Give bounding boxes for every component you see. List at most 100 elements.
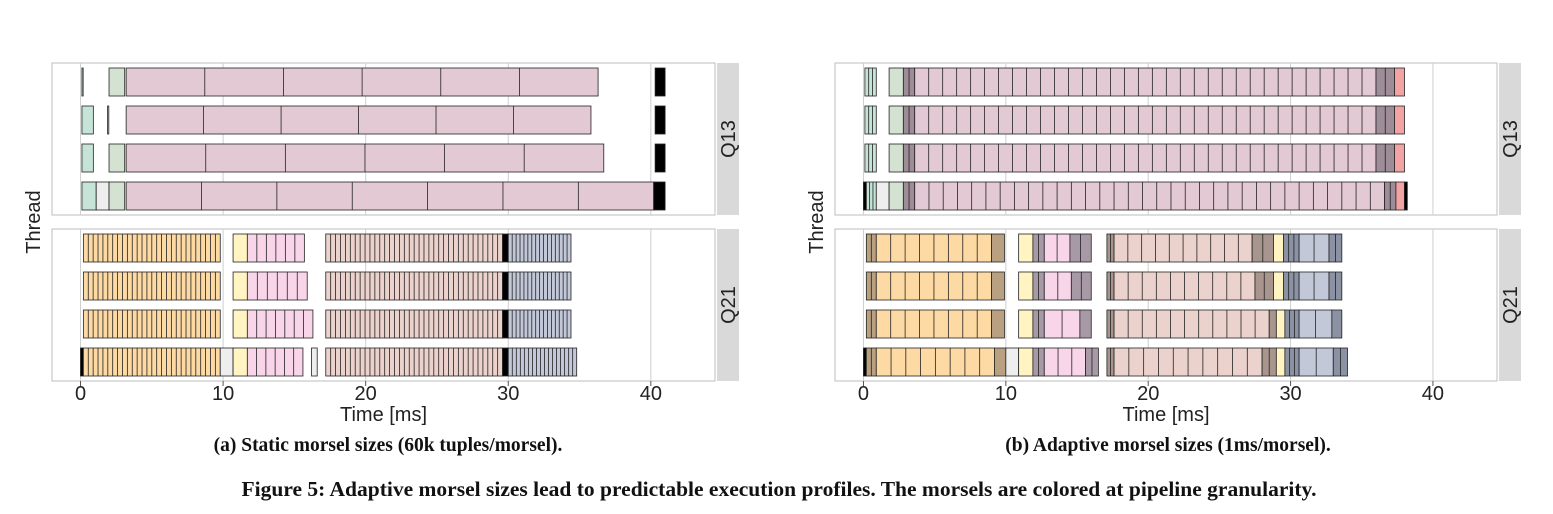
facet-q21: Q21	[51, 228, 740, 382]
x-tick-label: 20	[1137, 383, 1159, 405]
morsel-block	[914, 181, 1385, 211]
morsel-block	[1018, 347, 1034, 377]
morsel-block	[991, 271, 1005, 301]
subfigure-caption: (b) Adaptive morsel sizes (1ms/morsel).	[1005, 435, 1331, 456]
morsel-block	[1268, 309, 1277, 339]
facet-label: Q21	[718, 286, 740, 324]
thread-row	[865, 271, 1343, 301]
y-axis-label: Thread	[23, 190, 45, 253]
morsel-block	[888, 105, 904, 135]
morsel-block	[107, 105, 110, 135]
morsel-block	[1394, 105, 1405, 135]
morsel-block	[502, 309, 509, 339]
x-tick-label: 0	[75, 383, 86, 405]
facet-q13: Q13	[51, 62, 740, 216]
morsel-block	[1394, 67, 1405, 97]
morsel-block	[1275, 347, 1286, 377]
x-tick-label: 0	[858, 383, 869, 405]
morsel-block	[1331, 309, 1343, 339]
facet-strip	[1499, 229, 1521, 381]
morsel-block	[502, 271, 509, 301]
morsel-block	[219, 347, 234, 377]
morsel-block	[994, 347, 1007, 377]
morsel-block	[1018, 233, 1034, 263]
morsel-block	[914, 67, 1377, 97]
morsel-block	[914, 105, 1377, 135]
figure-caption: Figure 5: Adaptive morsel sizes lead to …	[242, 477, 1317, 501]
morsel-block	[1043, 347, 1086, 377]
morsel-block	[654, 105, 666, 135]
thread-row	[864, 143, 1405, 173]
morsel-block	[1284, 347, 1300, 377]
morsel-block	[1273, 233, 1284, 263]
x-tick-label: 20	[355, 383, 377, 405]
subfigure-caption: (a) Static morsel sizes (60k tuples/mors…	[214, 435, 563, 456]
morsel-block	[888, 143, 904, 173]
morsel-block	[1005, 347, 1020, 377]
morsel-block	[81, 181, 97, 211]
facet-strip	[1499, 63, 1521, 215]
morsel-block	[1113, 309, 1270, 339]
morsel-block	[1273, 271, 1284, 301]
morsel-block	[864, 105, 877, 135]
morsel-block	[863, 347, 867, 377]
morsel-block	[81, 67, 84, 97]
thread-row	[82, 271, 572, 301]
morsel-block	[1394, 143, 1405, 173]
morsel-block	[81, 105, 94, 135]
morsel-block	[95, 181, 110, 211]
morsel-block	[1283, 233, 1300, 263]
y-axis-label: Thread	[806, 190, 828, 253]
x-axis: 0 10 20 30 40 Time [ms]	[75, 381, 662, 426]
thread-row	[865, 233, 1343, 263]
morsel-block	[991, 233, 1005, 263]
x-tick-label: 40	[640, 383, 662, 405]
morsel-block	[1079, 309, 1092, 339]
morsel-block	[1275, 309, 1286, 339]
chart-panels: Q13 Q21 0 10 20 30 40 Time [ms] Thread (a) Static…	[23, 62, 1522, 456]
morsel-block	[1018, 271, 1034, 301]
facet-label: Q13	[718, 120, 740, 158]
thread-row	[864, 67, 1405, 97]
morsel-block	[865, 181, 877, 211]
thread-row	[81, 143, 666, 173]
facet-q21: Q21	[834, 228, 1522, 382]
morsel-block	[864, 143, 877, 173]
x-axis-label: Time [ms]	[340, 404, 427, 426]
x-axis: 0 10 20 30 40 Time [ms]	[858, 381, 1444, 426]
facet-strip	[717, 63, 739, 215]
x-tick-label: 10	[995, 383, 1017, 405]
morsel-block	[507, 347, 578, 377]
x-tick-label: 30	[497, 383, 519, 405]
thread-row	[81, 67, 666, 97]
thread-row	[82, 233, 572, 263]
morsel-block	[502, 347, 509, 377]
chart-b: Q13 Q21 0 10 20 30 40 Time [ms] Thread (b) Adapti…	[806, 62, 1522, 456]
morsel-block	[232, 347, 248, 377]
morsel-block	[502, 233, 509, 263]
thread-row	[863, 181, 1408, 211]
morsel-block	[81, 143, 94, 173]
facet-q13: Q13	[834, 62, 1522, 216]
facet-label: Q13	[1500, 120, 1522, 158]
morsel-block	[654, 143, 666, 173]
thread-row	[81, 181, 666, 211]
thread-row	[82, 309, 572, 339]
morsel-block	[108, 143, 126, 173]
chart-a: Q13 Q21 0 10 20 30 40 Time [ms] Thread (a) Static…	[23, 62, 740, 456]
morsel-block	[246, 309, 314, 339]
thread-row	[863, 347, 1348, 377]
thread-row	[864, 105, 1405, 135]
morsel-block	[654, 67, 666, 97]
morsel-block	[1395, 181, 1405, 211]
morsel-block	[232, 233, 248, 263]
thread-row	[80, 347, 578, 377]
x-tick-label: 40	[1422, 383, 1444, 405]
morsel-block	[1404, 181, 1408, 211]
morsel-block	[108, 67, 126, 97]
morsel-block	[108, 181, 126, 211]
morsel-block	[80, 347, 84, 377]
x-tick-label: 10	[212, 383, 234, 405]
morsel-block	[875, 181, 890, 211]
